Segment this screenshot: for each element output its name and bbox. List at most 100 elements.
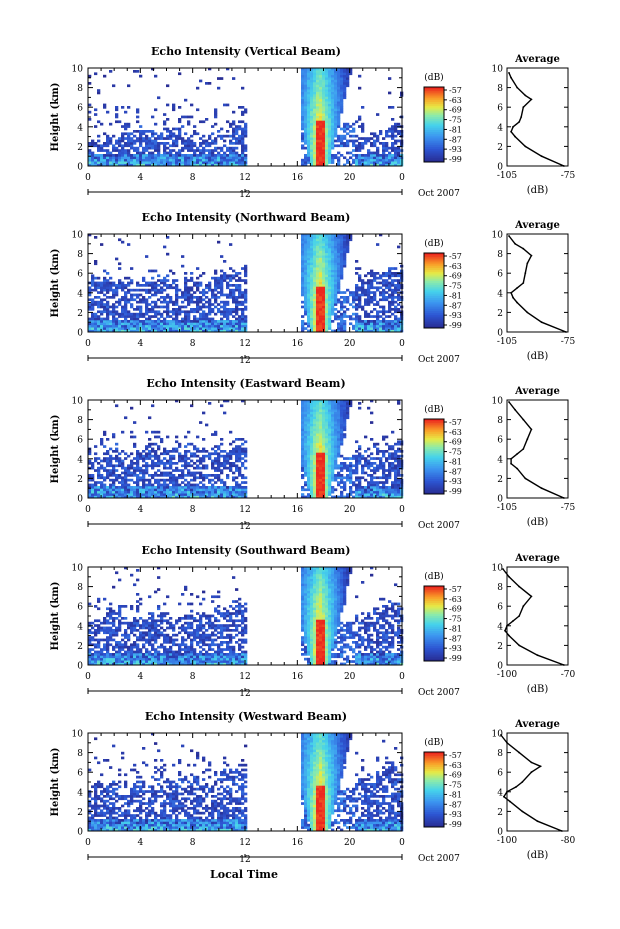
heatmap-cell [358,149,362,152]
heatmap-cell [91,144,95,148]
heatmap-cell [97,481,101,484]
heatmap-cell [340,493,344,496]
heatmap-cell [391,118,395,121]
heatmap-cell [340,70,344,73]
heatmap-cell [244,130,248,133]
heatmap-cell [175,329,179,333]
heatmap-cell [337,288,341,292]
x-tick-label: 20 [344,339,356,349]
heatmap-cell [229,149,233,152]
heatmap-cell [322,158,326,162]
heatmap-cell [385,161,389,164]
heatmap-cell [391,288,395,292]
heatmap-cell [334,474,338,477]
heatmap-cell [214,139,218,143]
heatmap-cell [91,478,95,482]
heatmap-cell [301,464,305,468]
heatmap-cell [316,305,320,309]
heatmap-cell [337,454,341,458]
heatmap-cell [307,110,311,114]
heatmap-cell [328,399,332,403]
heatmap-cell [166,322,170,326]
heatmap-cell [319,264,323,268]
heatmap-cell [235,483,239,487]
heatmap-cell [193,315,197,318]
heatmap-cell [139,312,143,316]
heatmap-cell [145,466,149,470]
heatmap-cell [232,137,236,140]
heatmap-cell [244,305,248,309]
heatmap-cell [187,303,191,306]
heatmap-cell [124,137,128,140]
heatmap-cell [178,296,182,299]
heatmap-cell [229,276,233,280]
heatmap-cell [337,483,341,487]
heatmap-cell [313,317,317,321]
heatmap-cell [172,320,176,323]
heatmap-cell [118,158,122,162]
heatmap-cell [91,158,95,162]
heatmap-cell [337,110,341,114]
heatmap-cell [196,317,200,321]
heatmap-cell [163,474,167,477]
heatmap-cell [322,91,326,95]
heatmap-cell [367,324,371,328]
heatmap-cell [121,281,125,285]
heatmap-cell [319,293,323,297]
heatmap-cell [91,322,95,326]
heatmap-cell [388,327,392,330]
heatmap-cell [163,300,167,304]
heatmap-cell [208,82,212,85]
heatmap-cell [103,317,107,321]
heatmap-cell [205,142,209,145]
heatmap-cell [178,106,182,109]
average-profile-line [508,235,567,333]
heatmap-cell [205,322,209,326]
heatmap-cell [130,279,134,282]
heatmap-cell [232,450,236,453]
heatmap-cell [340,272,344,275]
heatmap-cell [157,469,161,472]
heatmap-cell [106,286,110,290]
heatmap-cell [175,435,179,439]
heatmap-cell [166,303,170,306]
heatmap-cell [199,305,203,309]
heatmap-cell [394,146,398,150]
colorbar-step [424,290,444,293]
heatmap-cell [301,94,305,97]
heatmap-cell [307,447,311,451]
heatmap-cell [193,281,197,285]
heatmap-cell [334,79,338,83]
heatmap-cell [196,296,200,299]
heatmap-cell [319,464,323,468]
heatmap-cell [340,84,344,88]
heatmap-cell [331,320,335,323]
heatmap-cell [364,288,368,292]
heatmap-cell [361,156,365,160]
heatmap-cell [226,329,230,333]
heatmap-cell [154,305,158,309]
heatmap-cell [97,286,101,290]
heatmap-cell [217,466,221,470]
heatmap-cell [97,91,101,95]
heatmap-cell [127,486,131,489]
heatmap-cell [109,158,113,162]
heatmap-cell [115,120,119,124]
heatmap-cell [235,296,239,299]
heatmap-cell [235,130,239,133]
heatmap-cell [331,146,335,150]
heatmap-cell [319,442,323,446]
heatmap-cell [154,490,158,494]
heatmap-cell [337,240,341,244]
heatmap-cell [220,305,224,309]
heatmap-cell [226,322,230,326]
heatmap-cell [334,452,338,456]
heatmap-cell [163,288,167,292]
heatmap-cell [211,276,215,280]
heatmap-cell [244,264,248,268]
heatmap-cell [202,154,206,157]
heatmap-cell [130,303,134,306]
heatmap-cell [301,91,305,95]
avg-y-tick-label: 10 [492,231,504,241]
heatmap-cell [307,493,311,496]
